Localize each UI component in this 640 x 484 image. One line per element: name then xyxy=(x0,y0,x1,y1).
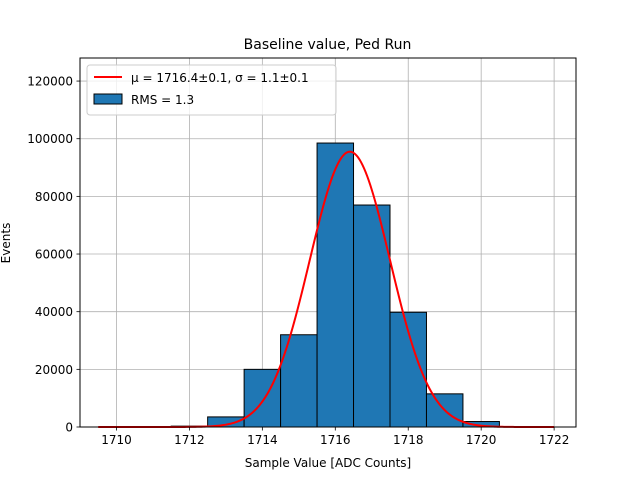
y-tick-label: 100000 xyxy=(27,132,73,146)
y-axis-ticks: 0 20000 40000 60000 80000 100000 120000 xyxy=(27,75,80,435)
legend-box xyxy=(86,64,337,116)
y-tick-label: 60000 xyxy=(35,248,73,262)
x-axis-label: Sample Value [ADC Counts] xyxy=(245,456,411,470)
y-tick-label: 40000 xyxy=(35,305,73,319)
histogram-bars xyxy=(170,142,500,428)
y-axis-label: Events xyxy=(0,223,13,264)
y-tick-label: 20000 xyxy=(35,363,73,377)
legend-fit-label: μ = 1716.4±0.1, σ = 1.1±0.1 xyxy=(131,71,309,85)
y-tick-label: 80000 xyxy=(35,190,73,204)
plot-frame xyxy=(79,57,577,428)
x-tick-label: 1716 xyxy=(320,433,351,447)
legend-hist-label: RMS = 1.3 xyxy=(131,93,194,107)
x-tick-label: 1718 xyxy=(393,433,424,447)
histogram-bar xyxy=(316,142,355,428)
x-tick-label: 1720 xyxy=(466,433,497,447)
x-tick-label: 1712 xyxy=(174,433,205,447)
y-tick-label: 120000 xyxy=(27,75,73,89)
x-axis-ticks: 1710 1712 1714 1716 1718 1720 1722 xyxy=(101,427,569,447)
y-tick-label: 0 xyxy=(65,421,73,435)
legend-hist-swatch xyxy=(93,93,123,105)
x-tick-label: 1722 xyxy=(539,433,570,447)
chart-title: Baseline value, Ped Run xyxy=(244,37,412,53)
legend: μ = 1716.4±0.1, σ = 1.1±0.1 RMS = 1.3 xyxy=(86,64,337,116)
x-tick-label: 1710 xyxy=(101,433,132,447)
x-tick-label: 1714 xyxy=(247,433,278,447)
